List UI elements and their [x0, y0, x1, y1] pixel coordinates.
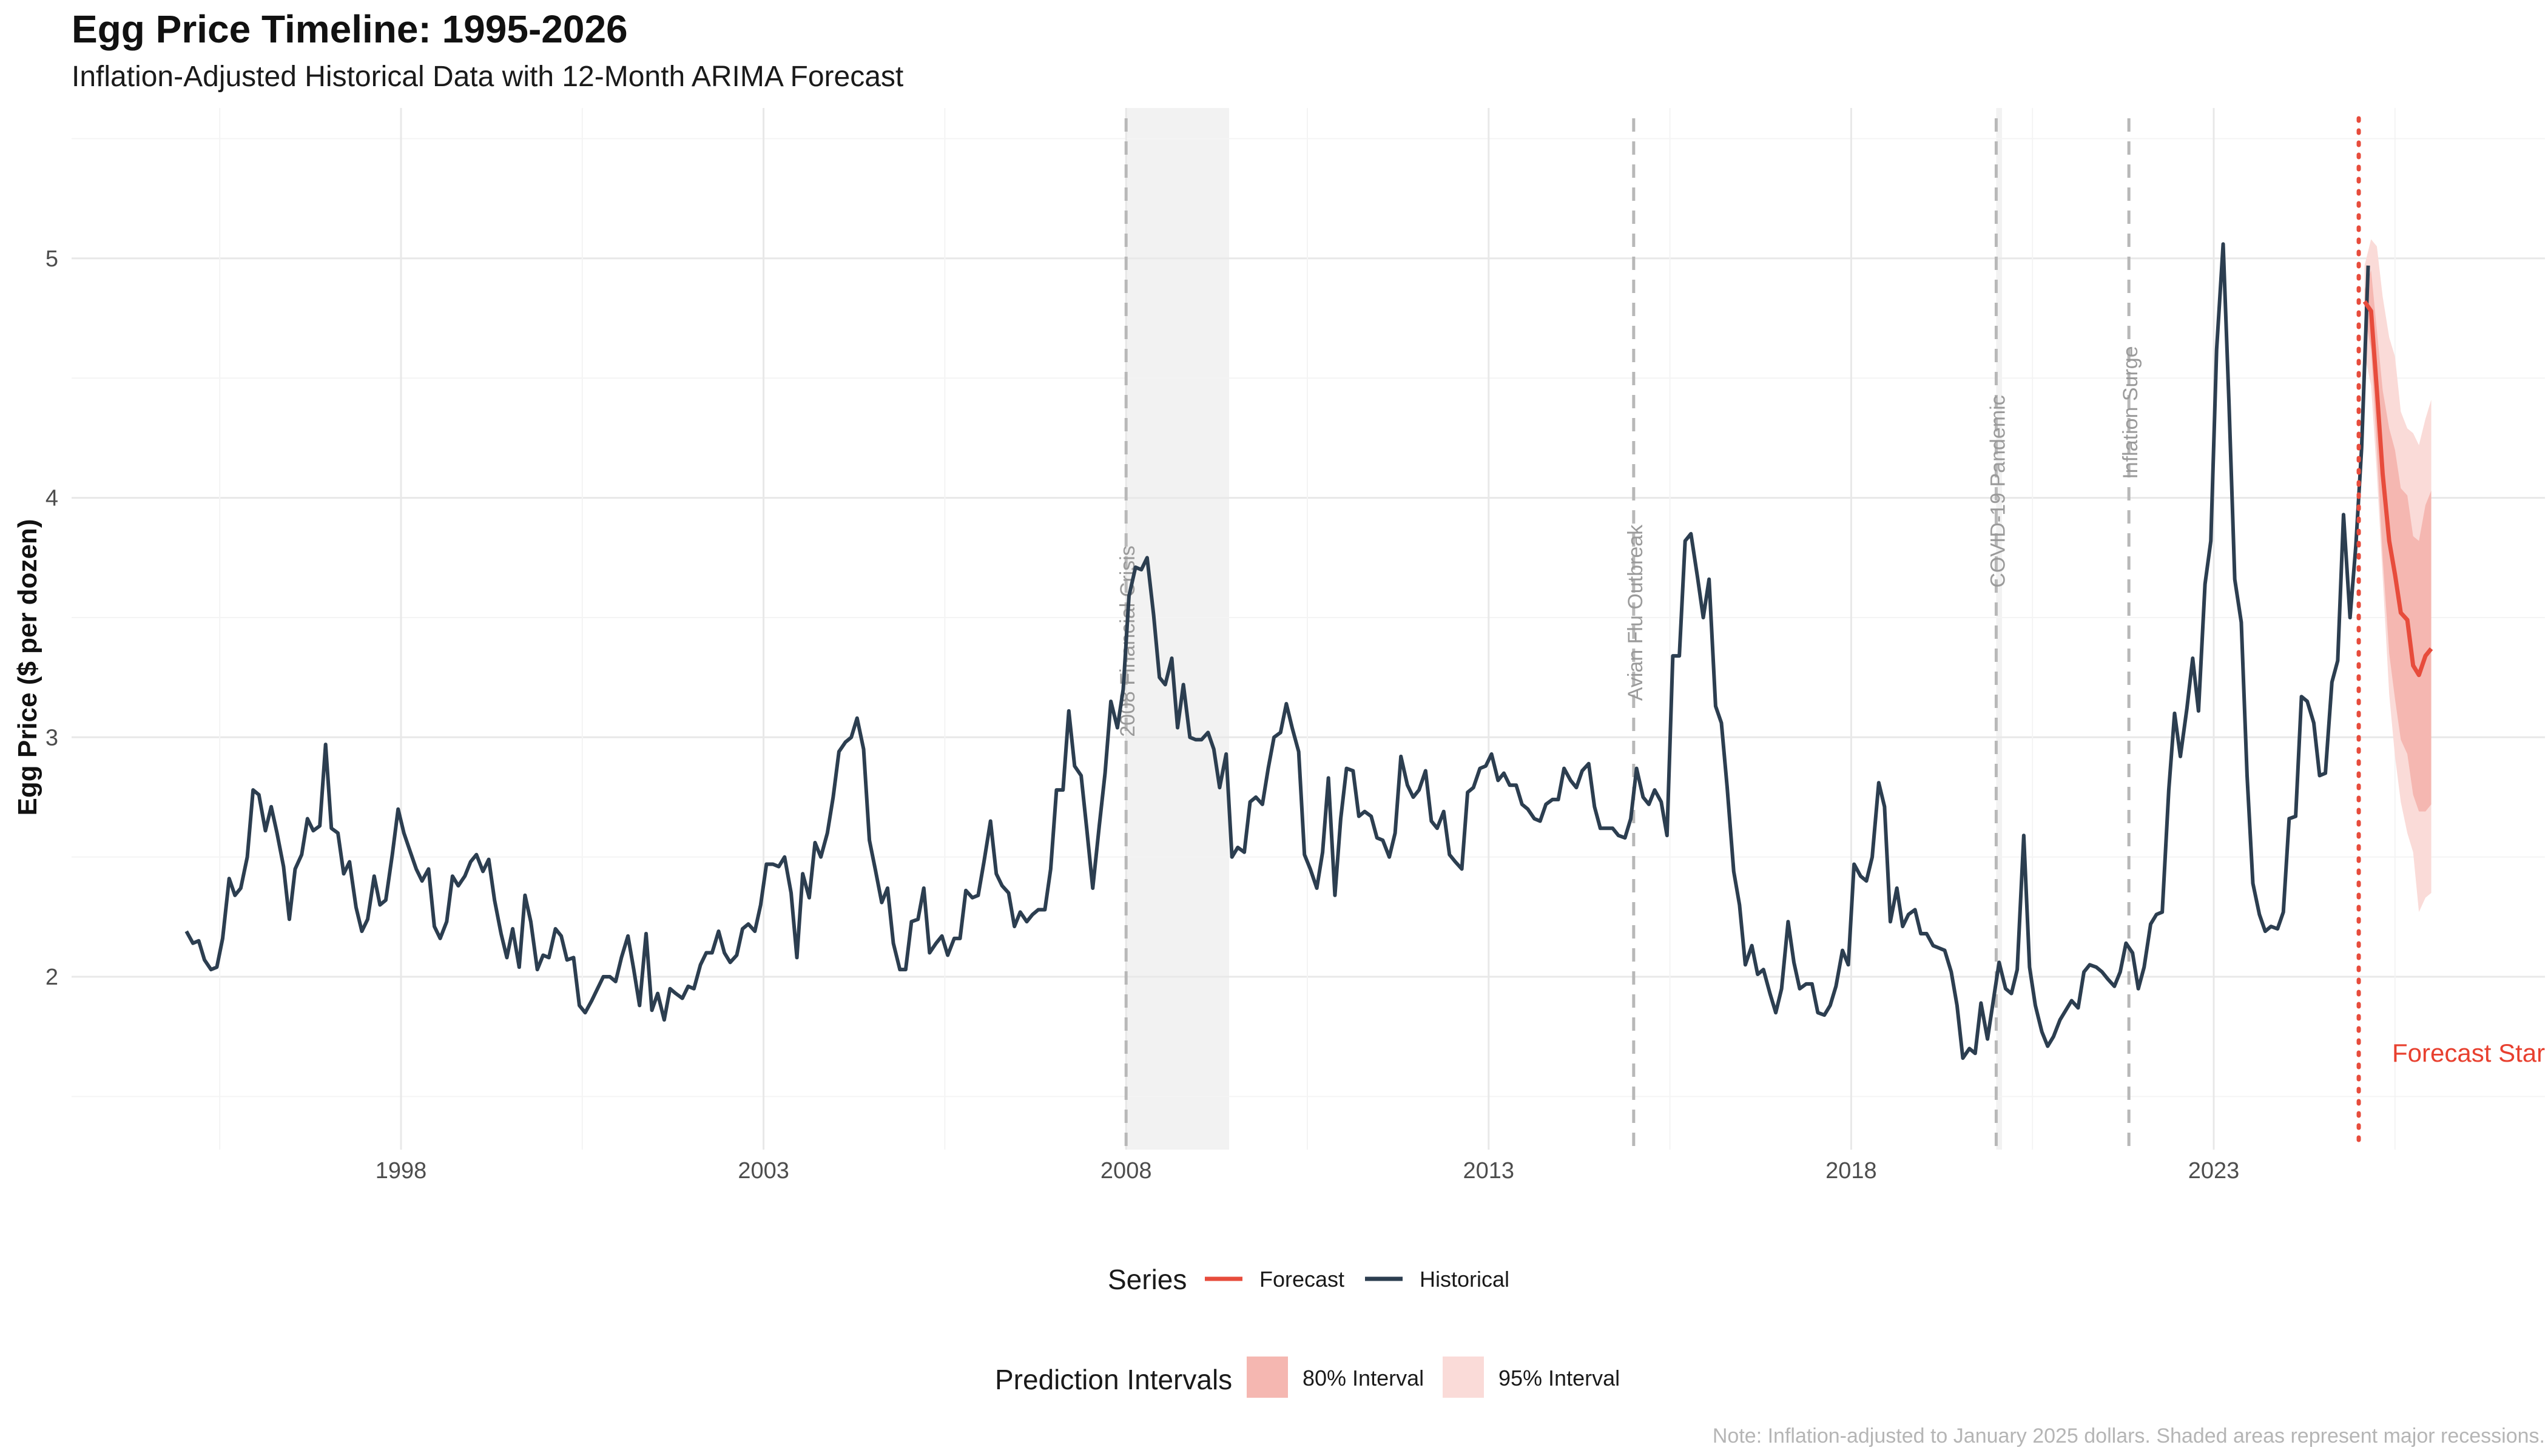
chart-title: Egg Price Timeline: 1995-2026: [72, 7, 628, 51]
recession-band-0: [1126, 108, 1229, 1150]
series-legend-label: Historical: [1420, 1267, 1509, 1292]
forecast-line: [2362, 300, 2433, 678]
intervals-legend-title: Prediction Intervals: [995, 1364, 1232, 1395]
recession-band-1: [1996, 108, 2003, 1150]
footnote: Note: Inflation-adjusted to January 2025…: [1713, 1424, 2545, 1448]
intervals-legend-key: [1443, 1357, 1484, 1398]
event-label-1: Avian Flu Outbreak: [1624, 524, 1647, 701]
chart-subtitle: Inflation-Adjusted Historical Data with …: [72, 61, 903, 93]
y-tick-label: 3: [46, 725, 58, 750]
event-label-2: COVID-19 Pandemic: [1986, 395, 2009, 587]
intervals-legend: Prediction Intervals 80% Interval 95% Inte…: [995, 1357, 1620, 1398]
y-axis-label: Egg Price ($ per dozen): [13, 519, 42, 816]
forecast-start-label: Forecast Star: [2392, 1039, 2545, 1067]
intervals-legend-label: 80% Interval: [1303, 1366, 1424, 1390]
intervals-legend-key: [1247, 1357, 1288, 1398]
x-tick-label: 2013: [1463, 1158, 1515, 1184]
x-tick-label: 2003: [738, 1158, 789, 1184]
y-tick-label: 4: [46, 486, 58, 511]
series-legend-title: Series: [1108, 1264, 1187, 1295]
interval-80-band: [2364, 270, 2432, 812]
historical-line: [184, 242, 2370, 1060]
series-legend-label: Forecast: [1259, 1267, 1344, 1292]
y-tick-label: 2: [46, 965, 58, 990]
event-label-3: Inflation Surge: [2119, 346, 2142, 479]
series-legend: Series Forecast Historical: [1108, 1264, 1509, 1295]
y-tick-label: 5: [46, 246, 58, 272]
intervals-legend-label: 95% Interval: [1498, 1366, 1620, 1390]
x-tick-label: 2018: [1825, 1158, 1877, 1184]
x-tick-label: 2023: [2188, 1158, 2240, 1184]
x-tick-label: 1998: [376, 1158, 427, 1184]
x-tick-label: 2008: [1100, 1158, 1152, 1184]
